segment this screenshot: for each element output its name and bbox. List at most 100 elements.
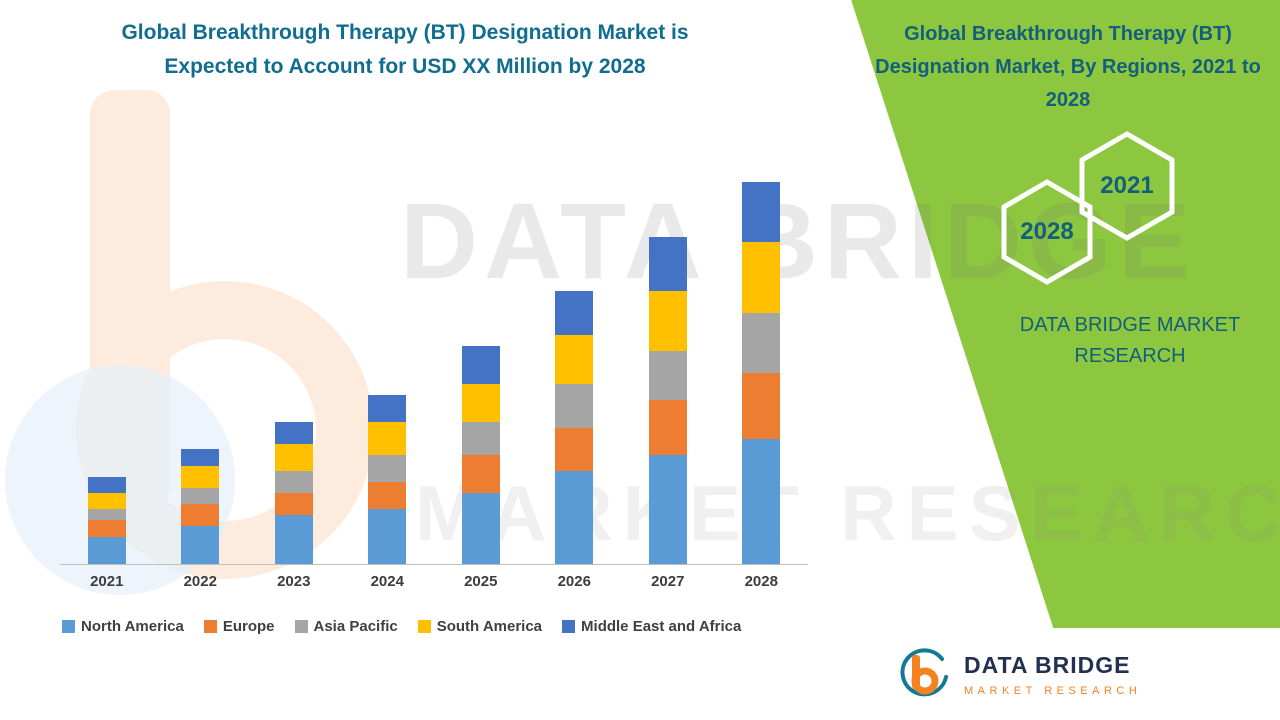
legend-item-middle-east-and-africa: Middle East and Africa <box>562 618 741 635</box>
bar-segment-2026-asia-pacific <box>555 383 594 428</box>
page-title: Global Breakthrough Therapy (BT) Designa… <box>50 16 760 83</box>
bar-segment-2025-europe <box>461 454 500 494</box>
bar-segment-2023-south-america <box>274 443 313 472</box>
bar-segment-2023-north-america <box>274 514 313 564</box>
bar-stack-2023 <box>274 422 313 564</box>
legend-swatch <box>294 620 308 633</box>
bar-stack-2028 <box>742 182 781 564</box>
legend-swatch <box>62 620 75 633</box>
bar-segment-2022-middle-east-and-africa <box>181 449 220 466</box>
bar-column-2028 <box>715 182 809 564</box>
brand-text: DATA BRIDGE MARKET RESEARCH <box>935 310 1280 372</box>
chart-legend: North America Europe Asia Pacific South Ame… <box>62 618 832 635</box>
legend-item-asia-pacific: Asia Pacific <box>294 618 398 635</box>
bar-stack-2025 <box>461 345 500 564</box>
page-title-line1: Global Breakthrough Therapy (BT) Designa… <box>121 21 689 44</box>
data-bridge-logo-icon <box>900 648 948 697</box>
bar-segment-2025-asia-pacific <box>461 422 500 455</box>
bar-stack-2021 <box>87 476 126 564</box>
legend-label: South America <box>436 618 543 635</box>
bar-segment-2023-europe <box>274 493 313 515</box>
bar-column-2025 <box>434 345 528 564</box>
bar-segment-2023-middle-east-and-africa <box>274 422 313 444</box>
bar-stack-2026 <box>555 291 594 564</box>
x-axis-label-2025: 2025 <box>464 573 498 590</box>
bar-segment-2027-south-america <box>648 291 687 352</box>
bar-segment-2028-north-america <box>742 438 781 564</box>
brand-text-line2: RESEARCH <box>1074 345 1186 367</box>
legend-swatch <box>562 620 576 633</box>
x-axis-label-2024: 2024 <box>370 573 404 590</box>
legend-label: Europe <box>222 618 275 635</box>
bar-stack-2024 <box>368 394 407 564</box>
bar-column-2021 <box>60 476 154 564</box>
bar-segment-2026-europe <box>555 427 594 472</box>
x-axis-labels: 2021 2022 2023 2024 2025 2026 2027 2028 <box>60 573 808 590</box>
legend-label: Asia Pacific <box>313 618 398 635</box>
stacked-bar-chart: 2021 2022 2023 2024 2025 2026 2027 2028 <box>60 100 808 590</box>
legend-label: Middle East and Africa <box>581 618 742 635</box>
legend-item-south-america: South America <box>417 618 543 635</box>
bar-segment-2028-middle-east-and-africa <box>742 182 781 243</box>
bar-segment-2024-south-america <box>368 422 407 455</box>
logo-card: DATA BRIDGE MARKET RESEARCH <box>868 628 1280 720</box>
x-axis-label-2023: 2023 <box>277 573 311 590</box>
x-axis-label-2021: 2021 <box>90 573 124 590</box>
bar-segment-2021-asia-pacific <box>87 509 126 521</box>
x-axis-label-2027: 2027 <box>651 573 685 590</box>
bar-segment-2026-south-america <box>555 334 594 384</box>
legend-item-europe: Europe <box>203 618 275 635</box>
bar-segment-2027-north-america <box>648 454 687 564</box>
bar-segment-2025-south-america <box>461 383 500 423</box>
right-panel-title: Global Breakthrough Therapy (BT) Designa… <box>875 23 1261 111</box>
logo-tagline: MARKET RESEARCH <box>964 684 1142 697</box>
legend-swatch <box>417 620 431 633</box>
bar-column-2024 <box>341 394 435 564</box>
bar-segment-2022-north-america <box>181 525 220 564</box>
bar-segment-2025-middle-east-and-africa <box>461 345 500 384</box>
bar-segment-2027-asia-pacific <box>648 351 687 401</box>
bar-segment-2028-europe <box>742 373 781 439</box>
bar-column-2026 <box>528 291 622 564</box>
page-title-line2: Expected to Account for USD XX Million b… <box>164 54 646 78</box>
bar-segment-2022-europe <box>181 503 220 526</box>
hexagon-year-2028: 2028 <box>1020 218 1074 245</box>
watermark-data-bridge: DATA BRIDGE <box>400 180 1196 301</box>
hexagon-2021-outline <box>1079 131 1175 241</box>
bar-column-2022 <box>154 449 248 564</box>
bar-segment-2021-north-america <box>87 536 126 564</box>
legend-swatch <box>203 620 217 633</box>
bar-column-2027 <box>621 236 715 564</box>
bar-stack-2027 <box>648 236 687 564</box>
bar-segment-2024-north-america <box>368 509 407 564</box>
bar-segment-2028-south-america <box>742 242 781 313</box>
year-hexagons <box>1001 131 1175 285</box>
bar-segment-2024-middle-east-and-africa <box>368 394 407 423</box>
bar-column-2023 <box>247 422 341 564</box>
chart-plot-area <box>60 100 808 565</box>
bar-segment-2026-north-america <box>555 471 594 564</box>
bar-segment-2022-south-america <box>181 465 220 488</box>
legend-item-north-america: North America <box>62 618 184 635</box>
bar-segment-2021-middle-east-and-africa <box>87 476 126 494</box>
bar-segment-2023-asia-pacific <box>274 471 313 494</box>
hexagon-2028-outline <box>1001 179 1093 285</box>
logo-name: DATA BRIDGE <box>964 651 1131 678</box>
bar-segment-2027-europe <box>648 400 687 455</box>
logo-text-block: DATA BRIDGE MARKET RESEARCH <box>964 652 1141 697</box>
x-axis-label-2022: 2022 <box>183 573 217 590</box>
bar-segment-2022-asia-pacific <box>181 487 220 504</box>
brand-text-line1: DATA BRIDGE MARKET <box>1019 314 1241 336</box>
bar-segment-2024-europe <box>368 482 407 510</box>
bar-segment-2021-south-america <box>87 493 126 510</box>
bar-segment-2024-asia-pacific <box>368 454 407 483</box>
hexagon-year-2021: 2021 <box>1100 172 1154 199</box>
bar-segment-2026-middle-east-and-africa <box>555 291 594 335</box>
bar-segment-2021-europe <box>87 520 126 537</box>
bar-segment-2028-asia-pacific <box>742 313 781 374</box>
bar-stack-2022 <box>181 449 220 564</box>
legend-label: North America <box>81 618 184 635</box>
x-axis-label-2026: 2026 <box>557 573 591 590</box>
bar-segment-2025-north-america <box>461 493 500 564</box>
x-axis-label-2028: 2028 <box>744 573 778 590</box>
